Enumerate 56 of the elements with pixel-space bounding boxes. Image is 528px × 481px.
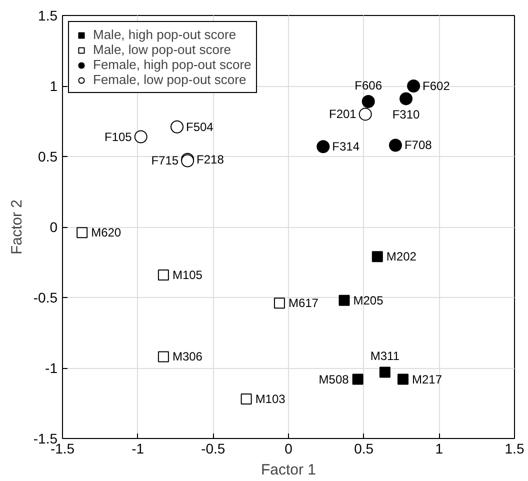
annotation: M620: [91, 226, 122, 240]
annotation: M105: [172, 268, 203, 282]
point: [76, 227, 88, 238]
x-tick-label: 0.5: [354, 440, 374, 456]
point: [358, 108, 372, 121]
point: [379, 366, 390, 378]
annotation: F201: [328, 107, 357, 122]
y-tick-label: -0.5: [33, 290, 58, 306]
annotation: F606: [354, 78, 382, 93]
y-tick-label: -1: [45, 360, 58, 376]
point: [362, 95, 375, 108]
annotation: F310: [392, 108, 420, 122]
point: [158, 351, 169, 362]
y-tick-label: 0: [50, 219, 58, 235]
annotation: M103: [255, 392, 286, 406]
annotation: F715: [151, 154, 179, 168]
point: [372, 251, 383, 262]
x-tick-label: 0: [284, 440, 293, 456]
y-tick-label: 0.5: [38, 148, 58, 164]
y-axis-title: Factor 2: [8, 199, 26, 255]
x-tick-label: 1: [435, 440, 444, 456]
point: [398, 374, 409, 385]
annotation: M202: [386, 250, 417, 264]
point: [338, 294, 350, 306]
y-tick-label: 1: [50, 78, 58, 94]
annotation: M508: [318, 372, 350, 386]
annotation: M617: [288, 296, 319, 310]
annotation: F504: [186, 120, 214, 134]
point: [316, 140, 330, 154]
y-tick-label: 1.5: [38, 8, 58, 24]
annotation: F708: [404, 138, 432, 152]
point: [400, 92, 413, 106]
point: [240, 394, 252, 405]
point: [388, 138, 402, 152]
legend-label: Female, high pop-out score: [93, 57, 252, 72]
legend-label: Female, low pop-out score: [93, 72, 246, 87]
annotation: F105: [104, 130, 132, 144]
point: [407, 80, 420, 92]
point: [134, 130, 148, 144]
point: [170, 120, 184, 134]
annotation: F218: [196, 152, 224, 166]
annotation: M217: [412, 372, 442, 386]
annotation: M306: [172, 350, 203, 364]
legend-label: Male, low pop-out score: [93, 42, 232, 57]
point: [352, 374, 364, 385]
annotation: M311: [370, 349, 400, 364]
annotation: F602: [422, 79, 450, 93]
annotation: M205: [353, 293, 384, 308]
point: [158, 269, 169, 280]
legend-label: Male, high pop-out score: [93, 27, 236, 42]
annotation: F314: [332, 140, 360, 154]
point: [274, 298, 285, 309]
x-axis-title: Factor 1: [260, 462, 316, 478]
x-tick-label: -0.5: [201, 440, 226, 456]
x-tick-label: 1.5: [504, 440, 524, 456]
x-tick-label: -1: [132, 440, 144, 456]
